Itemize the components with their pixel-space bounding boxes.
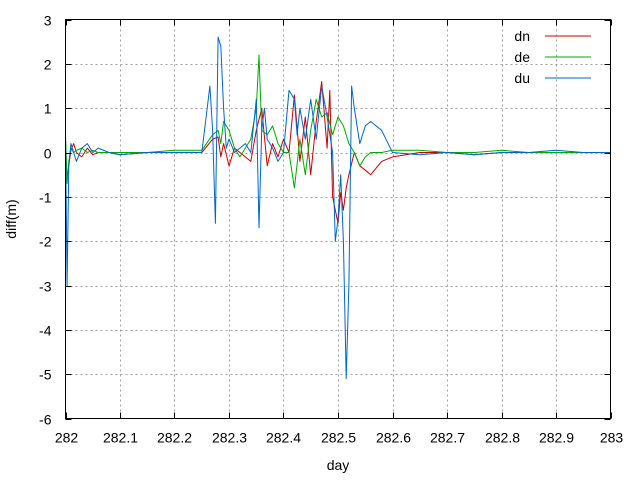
x-tick-label: 282.1	[103, 430, 138, 446]
y-tick-label: 1	[44, 101, 52, 117]
legend-label-dn: dn	[514, 28, 530, 44]
y-tick-label: -2	[39, 234, 52, 250]
grid	[65, 19, 611, 419]
y-tick-label: -4	[39, 323, 52, 339]
y-tick-label: 0	[44, 146, 52, 162]
ticks	[65, 19, 612, 420]
x-axis-title: day	[327, 457, 350, 473]
x-tick-label: 282	[55, 430, 79, 446]
legend-label-de: de	[514, 49, 530, 65]
x-tick-label: 282.4	[266, 430, 301, 446]
series-line-de	[65, 54, 611, 189]
series-layer	[65, 36, 611, 380]
x-tick-label: 282.3	[212, 430, 247, 446]
x-tick-label: 282.6	[376, 430, 411, 446]
y-tick-label: 3	[44, 13, 52, 29]
y-tick-label: -3	[39, 279, 52, 295]
y-tick-label: 2	[44, 57, 52, 73]
y-axis-title: diff(m)	[3, 199, 19, 238]
x-tick-label: 282.2	[157, 430, 192, 446]
legend-label-du: du	[514, 70, 530, 86]
x-tick-label: 282.8	[485, 430, 520, 446]
y-tick-label: -5	[39, 367, 52, 383]
y-tick-labels: 3 2 1 0 -1 -2 -3 -4 -5 -6	[39, 13, 52, 428]
y-tick-label: -1	[39, 190, 52, 206]
legend: dn de du	[514, 28, 591, 86]
x-tick-label: 283	[600, 430, 624, 446]
x-tick-label: 282.9	[539, 430, 574, 446]
series-line-du	[65, 36, 611, 380]
y-tick-label: -6	[39, 412, 52, 428]
x-tick-label: 282.5	[321, 430, 356, 446]
x-tick-labels: 282 282.1 282.2 282.3 282.4 282.5 282.6 282.7 28…	[55, 430, 624, 446]
x-tick-label: 282.7	[430, 430, 465, 446]
